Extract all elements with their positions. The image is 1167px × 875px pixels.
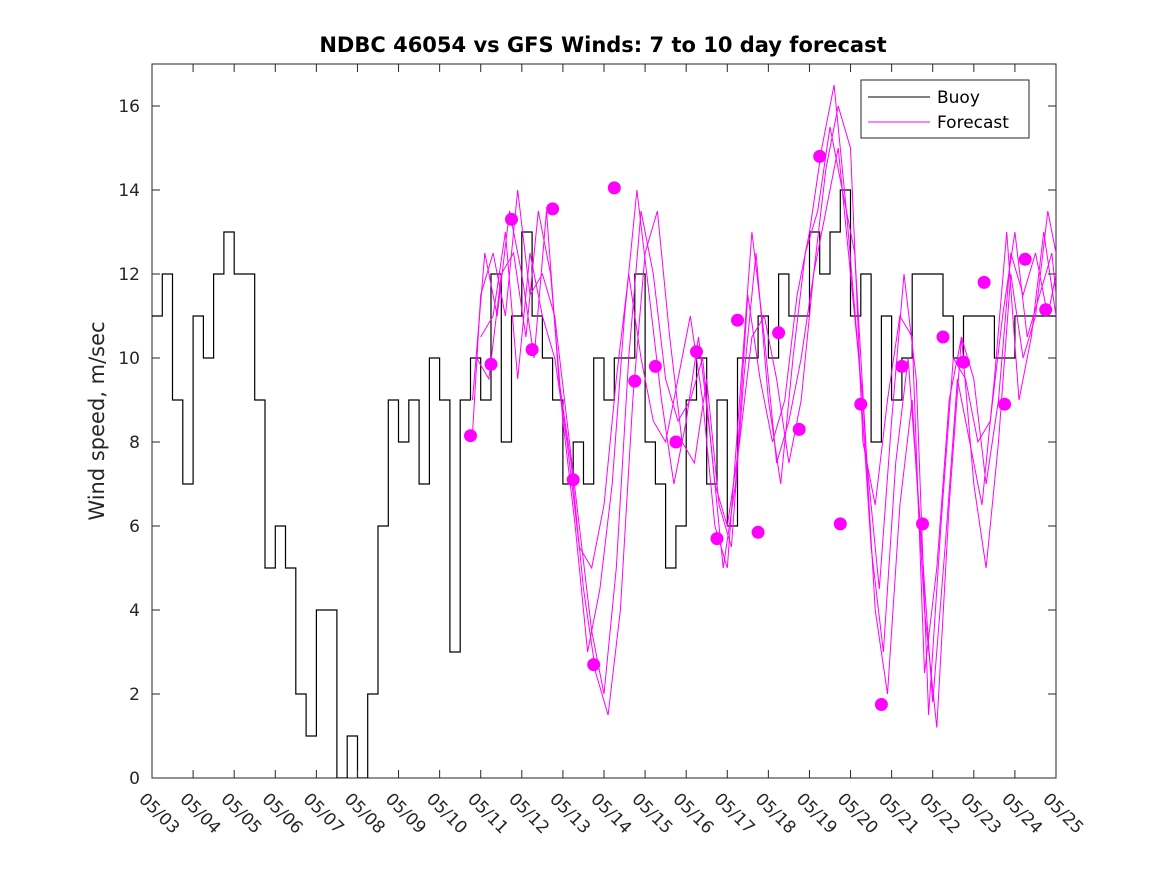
forecast-point — [525, 343, 539, 357]
y-tick-label: 14 — [118, 181, 140, 201]
x-tick-label: 05/10 — [422, 789, 471, 838]
forecast-point — [957, 355, 970, 369]
forecast-point — [936, 330, 950, 344]
forecast-point — [648, 359, 662, 373]
y-axis: 0 2 4 6 8 10 12 14 16 — [118, 97, 1056, 789]
forecast-point — [998, 397, 1012, 411]
x-tick-label: 05/12 — [504, 789, 553, 838]
x-tick-label: 05/20 — [833, 789, 882, 838]
forecast-point — [833, 517, 847, 531]
y-tick-label: 16 — [118, 97, 140, 117]
forecast-point — [484, 357, 498, 371]
forecast-point — [1018, 252, 1032, 266]
forecast-point — [587, 658, 601, 672]
x-tick-label: 05/06 — [258, 789, 307, 838]
forecast-point — [772, 326, 786, 340]
y-tick-label: 6 — [129, 517, 140, 537]
forecast-point — [916, 517, 929, 531]
x-tick-label: 05/25 — [1038, 789, 1087, 838]
forecast-point — [710, 532, 724, 546]
x-tick-label: 05/19 — [792, 789, 841, 838]
forecast-point — [731, 313, 744, 327]
x-tick-label: 05/05 — [217, 789, 266, 838]
x-tick-label: 05/03 — [134, 789, 183, 838]
forecast-point — [751, 525, 765, 539]
buoy-line — [152, 189, 1056, 778]
x-tick-label: 05/07 — [299, 789, 348, 838]
y-tick-label: 0 — [129, 769, 140, 789]
legend-box — [860, 79, 1030, 139]
forecast-point — [505, 212, 518, 226]
forecast-markers — [464, 149, 1053, 711]
x-tick-label: 05/14 — [586, 789, 635, 838]
x-tick-label: 05/22 — [915, 789, 964, 838]
forecast-line — [476, 84, 1056, 703]
forecast-line — [472, 126, 1056, 716]
x-tick-label: 05/24 — [997, 789, 1046, 838]
y-tick-label: 4 — [129, 601, 140, 621]
y-axis-label: Wind speed, m/sec — [85, 321, 109, 520]
x-tick-label: 05/13 — [545, 789, 594, 838]
forecast-point — [813, 149, 827, 163]
forecast-point — [895, 359, 909, 373]
forecast-point — [607, 181, 621, 195]
y-tick-label: 12 — [118, 265, 140, 285]
forecast-point — [977, 275, 991, 289]
x-tick-label: 05/18 — [751, 789, 800, 838]
y-tick-label: 10 — [118, 349, 140, 369]
forecast-point — [690, 345, 703, 359]
x-tick-label: 05/15 — [628, 789, 677, 838]
legend-label-buoy: Buoy — [937, 88, 980, 108]
forecast-point — [854, 397, 868, 411]
forecast-point — [1039, 303, 1053, 317]
x-tick-label: 05/17 — [710, 789, 759, 838]
x-tick-label: 05/16 — [669, 789, 718, 838]
x-tick-label: 05/11 — [463, 789, 512, 838]
legend: Buoy Forecast — [860, 79, 1030, 139]
forecast-point — [464, 429, 477, 443]
plot-area — [151, 63, 1057, 779]
x-tick-label: 05/21 — [874, 789, 923, 838]
forecast-point — [792, 422, 806, 436]
forecast-point — [566, 473, 580, 487]
x-tick-label: 05/09 — [381, 789, 430, 838]
y-tick-label: 2 — [129, 685, 140, 705]
forecast-series — [472, 84, 1056, 728]
x-tick-label: 05/08 — [340, 789, 389, 838]
x-tick-label: 05/04 — [176, 789, 225, 838]
y-tick-label: 8 — [129, 433, 140, 453]
forecast-point — [874, 698, 888, 711]
buoy-series — [152, 189, 1056, 778]
forecast-point — [669, 435, 683, 449]
legend-label-forecast: Forecast — [937, 113, 1009, 133]
x-tick-label: 05/23 — [956, 789, 1005, 838]
forecast-point — [628, 374, 642, 388]
chart-title: NDBC 46054 vs GFS Winds: 7 to 10 day for… — [319, 33, 886, 57]
forecast-point — [546, 202, 560, 216]
